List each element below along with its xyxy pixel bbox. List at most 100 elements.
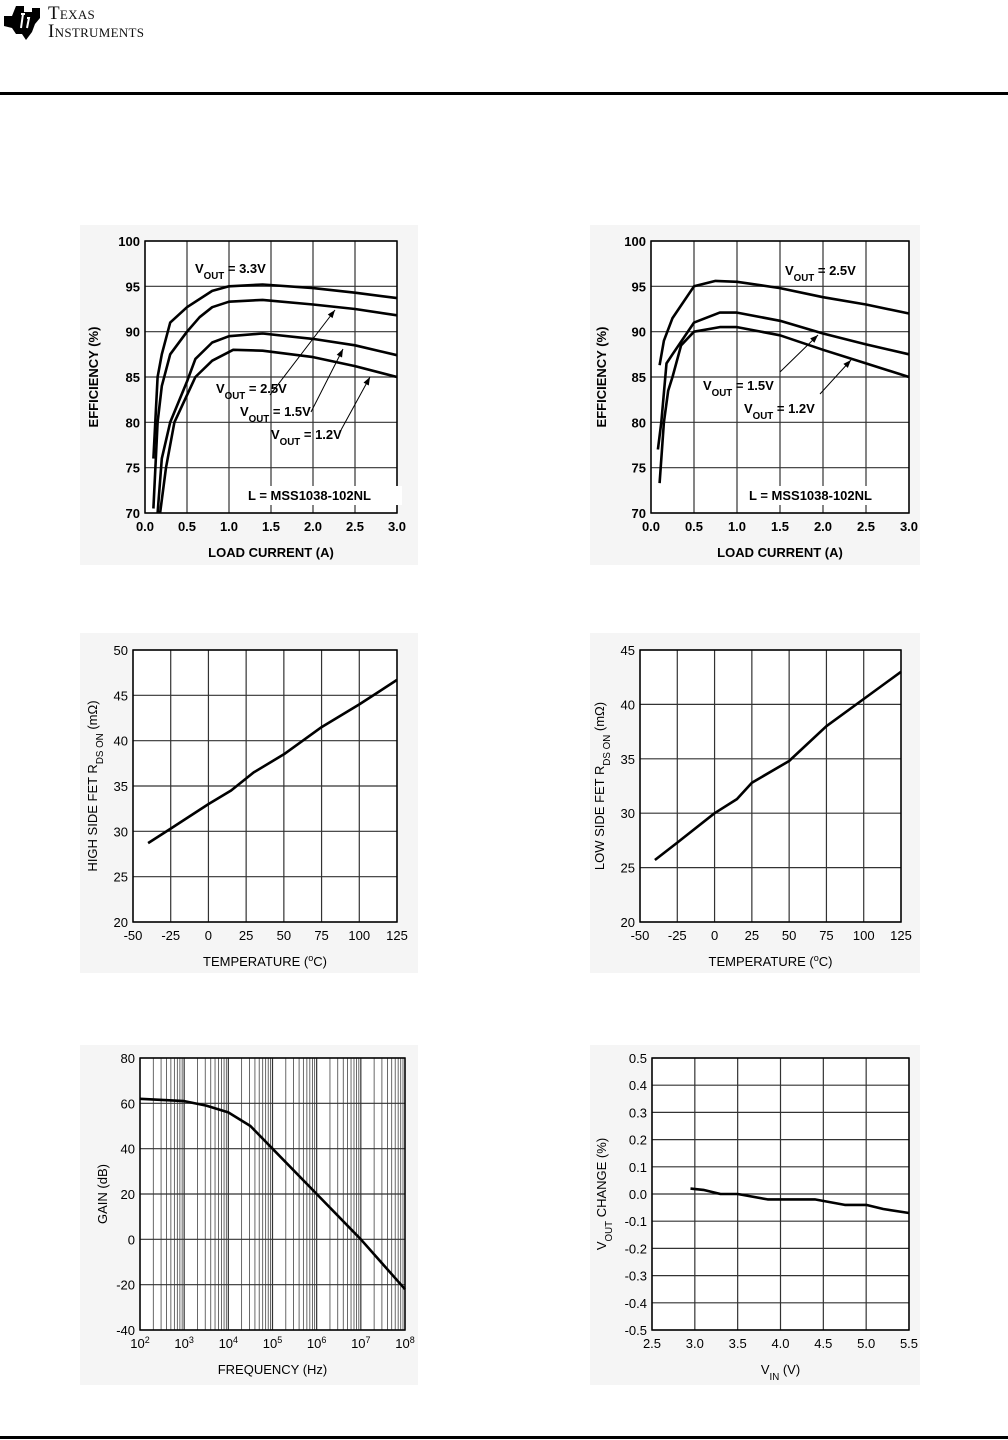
plot-border [639, 649, 902, 923]
series-line-1 [654, 670, 902, 862]
series-line-2 [656, 311, 910, 450]
x-tick-label: 0.5 [178, 519, 196, 534]
tick-base: 10 [130, 1336, 144, 1351]
x-tick-label: 106 [307, 1335, 326, 1351]
series-annotation: VOUT = 2.5V [216, 381, 287, 402]
tick-base: 10 [395, 1336, 409, 1351]
y-tick-label: 100 [624, 234, 646, 249]
series-annotation: VOUT = 2.5V [785, 263, 856, 284]
y-tick-label: 95 [126, 279, 140, 294]
tick-exp: 3 [189, 1335, 194, 1345]
tick-exp: 7 [366, 1335, 371, 1345]
y-axis-label: HIGH SIDE FET RDS ON (mΩ) [85, 700, 106, 871]
tick-exp: 2 [145, 1335, 150, 1345]
x-tick-label: 75 [819, 928, 833, 943]
label-part-pre: LOW SIDE FET R [592, 766, 607, 871]
label-part-sub: OUT [225, 391, 246, 402]
y-tick-label: 85 [632, 370, 646, 385]
annotation-arrow [340, 376, 371, 431]
x-axis-label: LOAD CURRENT (A) [717, 545, 843, 560]
x-tick-label: 103 [174, 1335, 193, 1351]
arrowhead-icon [363, 377, 370, 386]
x-tick-label: -25 [668, 928, 687, 943]
y-axis-label: EFFICIENCY (%) [86, 327, 101, 428]
label-part-pre: V [761, 1362, 770, 1377]
y-tick-label: -40 [116, 1323, 135, 1338]
label-part-v: V [271, 427, 280, 442]
x-tick-label: 107 [351, 1335, 370, 1351]
chart-2: 0.0 0.5 1.0 1.5 2.0 2.5 3.0 70 75 80 85 90 95 100 LOAD… [590, 225, 920, 565]
label-part-post: C) [819, 954, 833, 969]
label-part-v: V [785, 263, 794, 278]
y-tick-label: -0.2 [625, 1241, 647, 1256]
y-tick-label: -0.3 [625, 1269, 647, 1284]
y-tick-label: 40 [114, 734, 128, 749]
x-tick-label: 2.5 [643, 1336, 661, 1351]
x-tick-label: 125 [890, 928, 912, 943]
brand-line1: Texas [48, 3, 96, 24]
label-part-sub: OUT [604, 1221, 615, 1242]
y-tick-label: 0 [128, 1232, 135, 1247]
chart-4: -50 -25 0 25 50 75 100 125 20 25 30 35 40 45 TEMPERATU… [590, 633, 920, 973]
x-tick-label: 5.5 [900, 1336, 918, 1351]
label-part-v: V [216, 381, 225, 396]
tick-exp: 6 [321, 1335, 326, 1345]
x-tick-label: 3.5 [729, 1336, 747, 1351]
series-annotation: VOUT = 1.5V [240, 404, 311, 425]
label-part-post: (mΩ) [592, 702, 607, 735]
x-tick-label: 1.5 [262, 519, 280, 534]
x-tick-label: 75 [314, 928, 328, 943]
y-tick-label: 40 [121, 1142, 135, 1157]
chart-6: 2.5 3.0 3.5 4.0 4.5 5.0 5.5 -0.5 -0.4 -0.3 -0.2 -0.… [590, 1045, 920, 1385]
label-part-sub: OUT [753, 411, 774, 422]
y-axis-label: LOW SIDE FET RDS ON (mΩ) [592, 702, 613, 870]
y-tick-label: 20 [621, 915, 635, 930]
arrowhead-icon [336, 349, 343, 358]
x-tick-label: 50 [277, 928, 291, 943]
label-part-sub: OUT [249, 414, 270, 425]
plot-border [139, 1057, 406, 1331]
plot-area [640, 650, 901, 922]
tick-exp: 8 [410, 1335, 415, 1345]
series-line-1 [147, 678, 398, 845]
tick-base: 10 [351, 1336, 365, 1351]
arrowhead-icon [327, 310, 335, 319]
y-tick-label: -0.1 [625, 1214, 647, 1229]
x-axis-label: TEMPERATURE (oC) [709, 953, 833, 969]
x-tick-label: -25 [161, 928, 180, 943]
series-annotation: VOUT = 1.5V [703, 378, 774, 399]
label-part-sub: OUT [204, 271, 225, 282]
series-line-1 [139, 1097, 406, 1291]
x-tick-label: 2.5 [346, 519, 364, 534]
arrowhead-icon [810, 335, 818, 343]
y-tick-label: 0.4 [629, 1078, 647, 1093]
y-tick-label: 90 [126, 325, 140, 340]
label-part-rest: = 2.5V [814, 263, 856, 278]
y-axis-label: GAIN (dB) [95, 1164, 110, 1224]
x-tick-label: 3.0 [686, 1336, 704, 1351]
y-tick-label: 80 [126, 415, 140, 430]
y-tick-label: 35 [114, 779, 128, 794]
label-part-sub: OUT [280, 437, 301, 448]
x-tick-label: 3.0 [388, 519, 406, 534]
label-part-pre: TEMPERATURE ( [203, 954, 309, 969]
label-part-rest: = 1.5V [732, 378, 774, 393]
x-tick-label: 0.0 [642, 519, 660, 534]
tick-base: 10 [174, 1336, 188, 1351]
y-tick-label: 45 [621, 643, 635, 658]
y-tick-label: 40 [621, 697, 635, 712]
y-tick-label: 85 [126, 370, 140, 385]
tick-exp: 4 [233, 1335, 238, 1345]
label-part-pre: HIGH SIDE FET R [85, 764, 100, 871]
x-tick-label: 1.5 [771, 519, 789, 534]
y-tick-label: 95 [632, 279, 646, 294]
label-part-sup: o [308, 953, 313, 963]
chart-1: 0.0 0.5 1.0 1.5 2.0 2.5 3.0 70 75 80 85 90 95 100 LOAD… [80, 225, 418, 565]
y-tick-label: 75 [126, 461, 140, 476]
x-tick-label: 0 [711, 928, 718, 943]
x-tick-label: 2.0 [304, 519, 322, 534]
x-tick-label: 105 [263, 1335, 282, 1351]
y-tick-label: 30 [114, 824, 128, 839]
label-part-rest: = 2.5V [245, 381, 287, 396]
y-tick-label: 20 [121, 1187, 135, 1202]
